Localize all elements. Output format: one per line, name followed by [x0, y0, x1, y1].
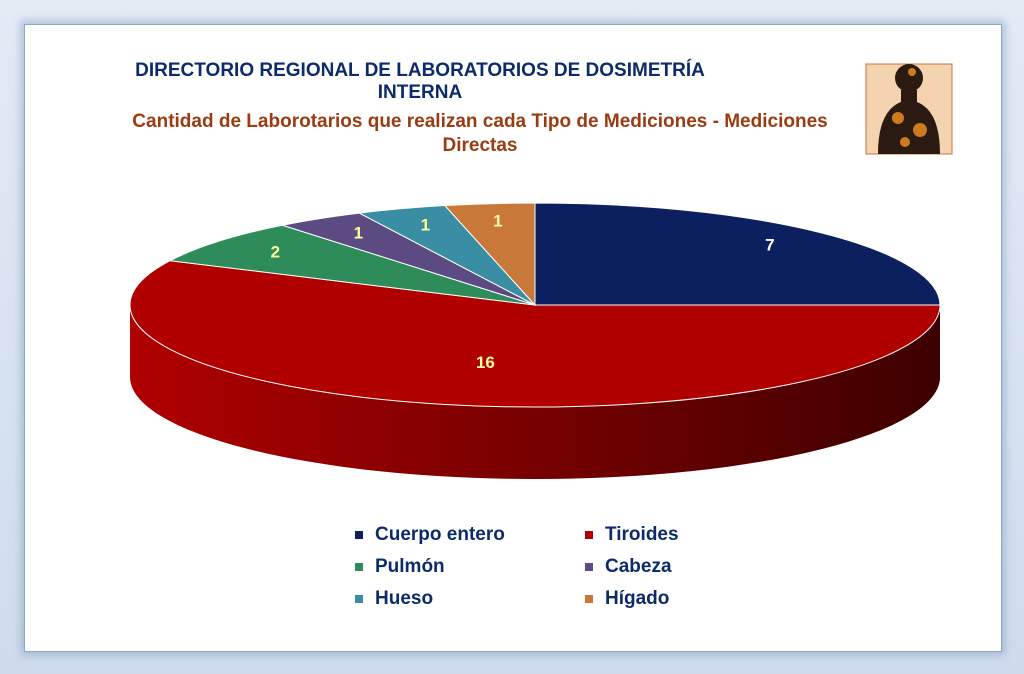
- data-label: 1: [493, 211, 502, 230]
- legend-swatch: [585, 595, 593, 603]
- legend-swatch: [355, 563, 363, 571]
- legend-label: Tiroides: [605, 524, 679, 545]
- data-label: 1: [421, 216, 430, 235]
- legend-label: Pulmón: [375, 556, 445, 577]
- data-label: 7: [765, 235, 774, 254]
- slice: [129, 260, 941, 408]
- legend-swatch: [585, 531, 593, 539]
- data-label: 16: [476, 353, 495, 372]
- slice-side-shade: [130, 305, 940, 479]
- chart-subtitle: Cantidad de Laborotarios que realizan ca…: [132, 111, 828, 156]
- slice: [168, 224, 536, 306]
- data-label: 2: [271, 242, 280, 261]
- legend-swatch: [355, 595, 363, 603]
- slice: [534, 202, 941, 306]
- chart-title: DIRECTORIO REGIONAL DE LABORATORIOS DE D…: [135, 60, 705, 103]
- legend-label: Cuerpo entero: [375, 524, 505, 545]
- legend-swatch: [585, 563, 593, 571]
- legend-label: Cabeza: [605, 556, 672, 577]
- icon: [865, 63, 953, 155]
- legend-label: Hígado: [605, 588, 669, 609]
- slice: [443, 202, 536, 307]
- legend-swatch: [355, 531, 363, 539]
- data-label: 1: [354, 224, 363, 243]
- legend-label: Hueso: [375, 588, 433, 609]
